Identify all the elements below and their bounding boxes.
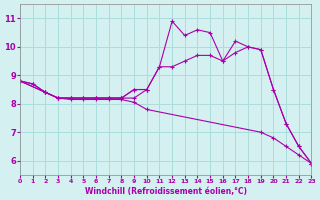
X-axis label: Windchill (Refroidissement éolien,°C): Windchill (Refroidissement éolien,°C) [85, 187, 247, 196]
